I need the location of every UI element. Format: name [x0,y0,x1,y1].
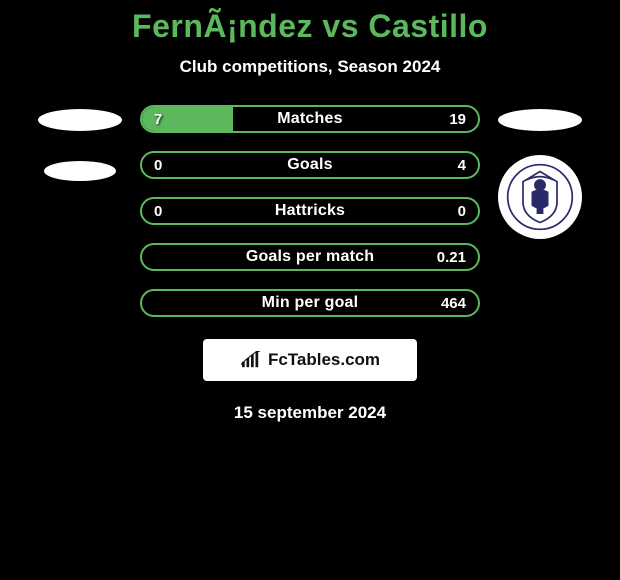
left-player-avatar-placeholder [38,109,122,131]
left-player-column [20,105,140,211]
stat-value-right: 19 [449,107,466,131]
stat-bar-gpm: Goals per match 0.21 [140,243,480,271]
stats-bars: 7 Matches 19 0 Goals 4 0 Hattricks 0 [140,105,480,317]
page-title: FernÃ¡ndez vs Castillo [0,8,620,45]
stat-bar-matches: 7 Matches 19 [140,105,480,133]
right-player-column [480,105,600,239]
date-label: 15 september 2024 [0,403,620,423]
right-player-avatar-placeholder [498,109,582,131]
stat-label: Goals per match [142,245,478,269]
stat-value-right: 4 [458,153,466,177]
stat-bar-mpg: Min per goal 464 [140,289,480,317]
comparison-card: FernÃ¡ndez vs Castillo Club competitions… [0,0,620,423]
stat-bar-hattricks: 0 Hattricks 0 [140,197,480,225]
stat-label: Min per goal [142,291,478,315]
brand-link[interactable]: FcTables.com [203,339,417,381]
stat-value-right: 464 [441,291,466,315]
subtitle: Club competitions, Season 2024 [0,57,620,77]
brand-label: FcTables.com [268,350,380,370]
left-club-badge-placeholder [44,161,116,181]
club-crest-icon [506,163,574,231]
main-row: 7 Matches 19 0 Goals 4 0 Hattricks 0 [0,105,620,317]
stat-bar-goals: 0 Goals 4 [140,151,480,179]
right-club-badge [498,155,582,239]
stat-label: Matches [142,107,478,131]
stat-label: Hattricks [142,199,478,223]
footer: FcTables.com 15 september 2024 [0,339,620,423]
stat-value-right: 0 [458,199,466,223]
stat-label: Goals [142,153,478,177]
stat-value-right: 0.21 [437,245,466,269]
bar-chart-icon [240,351,262,369]
